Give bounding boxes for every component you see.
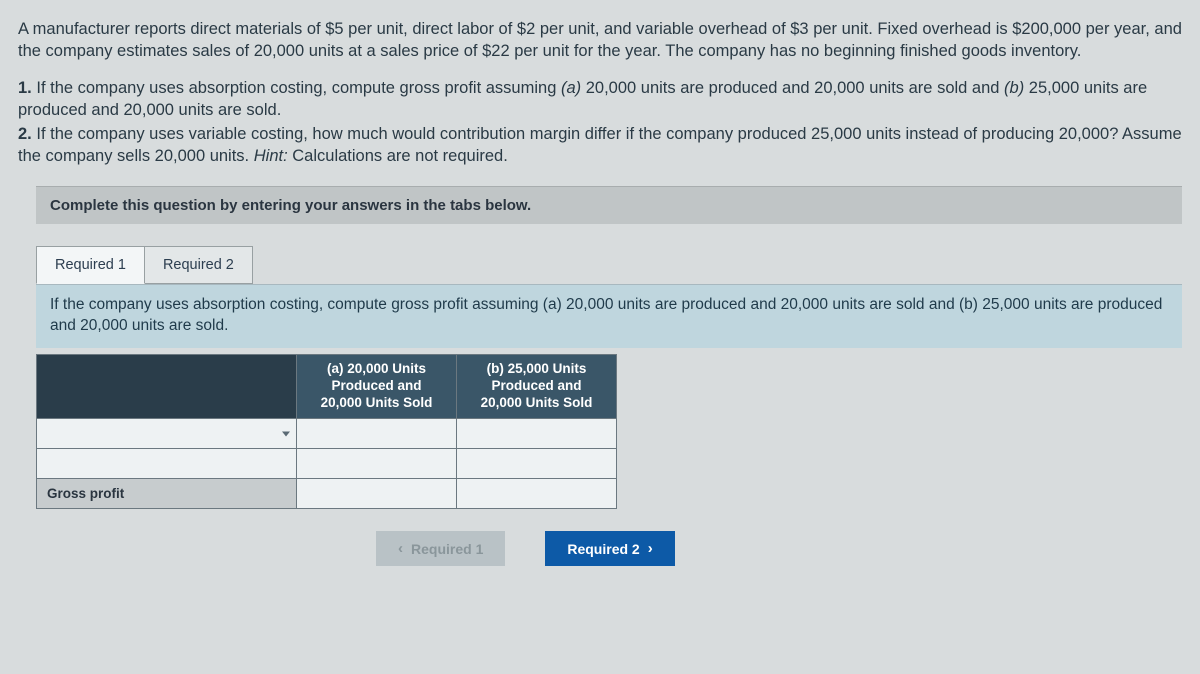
tab-required-2[interactable]: Required 2 [144, 246, 253, 284]
tab-required-1[interactable]: Required 1 [36, 246, 145, 284]
row-label-blank[interactable] [37, 449, 297, 479]
chevron-left-icon: ‹ [398, 540, 403, 557]
table-row [37, 419, 617, 449]
tab-content: If the company uses absorption costing, … [36, 284, 1182, 566]
prev-label: Required 1 [411, 541, 483, 557]
col-b-line3: 20,000 Units Sold [481, 395, 593, 410]
question-1: 1. If the company uses absorption costin… [18, 77, 1200, 122]
chevron-right-icon: › [648, 540, 653, 557]
input-r1-b[interactable] [457, 419, 617, 449]
row-label-dropdown[interactable] [37, 419, 297, 449]
col-a-line2: Produced and [331, 378, 421, 393]
col-b-header: (b) 25,000 Units Produced and 20,000 Uni… [457, 355, 617, 419]
tab-description: If the company uses absorption costing, … [36, 284, 1182, 349]
prev-button[interactable]: ‹ Required 1 [376, 531, 505, 566]
q2-hint-label: Hint: [254, 147, 288, 165]
table-row: Gross profit [37, 479, 617, 509]
next-button[interactable]: Required 2 › [545, 531, 674, 566]
problem-para-1: A manufacturer reports direct materials … [18, 18, 1200, 63]
col-b-line2: Produced and [491, 378, 581, 393]
row-label-gross-profit: Gross profit [37, 479, 297, 509]
q2-number: 2. [18, 125, 36, 143]
q1-number: 1. [18, 79, 36, 97]
nav-buttons: ‹ Required 1 Required 2 › [376, 531, 1182, 566]
problem-statement: A manufacturer reports direct materials … [18, 18, 1200, 168]
input-r2-b[interactable] [457, 449, 617, 479]
tabs-container: Required 1 Required 2 [36, 246, 1200, 284]
col-a-line1: (a) 20,000 Units [327, 361, 426, 376]
input-gp-b[interactable] [457, 479, 617, 509]
q1-b-label: (b) [1004, 79, 1024, 97]
col-b-line1: (b) 25,000 Units [487, 361, 587, 376]
col-a-line3: 20,000 Units Sold [321, 395, 433, 410]
q2-text: If the company uses variable costing, ho… [18, 125, 1182, 165]
answer-table: (a) 20,000 Units Produced and 20,000 Uni… [36, 354, 617, 509]
table-corner-header [37, 355, 297, 419]
table-row [37, 449, 617, 479]
input-r1-a[interactable] [297, 419, 457, 449]
q1-text-a: If the company uses absorption costing, … [36, 79, 561, 97]
input-gp-a[interactable] [297, 479, 457, 509]
input-r2-a[interactable] [297, 449, 457, 479]
col-a-header: (a) 20,000 Units Produced and 20,000 Uni… [297, 355, 457, 419]
question-2: 2. If the company uses variable costing,… [18, 123, 1200, 168]
q1-a-label: (a) [561, 79, 581, 97]
next-label: Required 2 [567, 541, 639, 557]
q1-a-text: 20,000 units are produced and 20,000 uni… [581, 79, 1004, 97]
instruction-bar: Complete this question by entering your … [36, 186, 1182, 224]
q2-hint-text: Calculations are not required. [288, 147, 508, 165]
